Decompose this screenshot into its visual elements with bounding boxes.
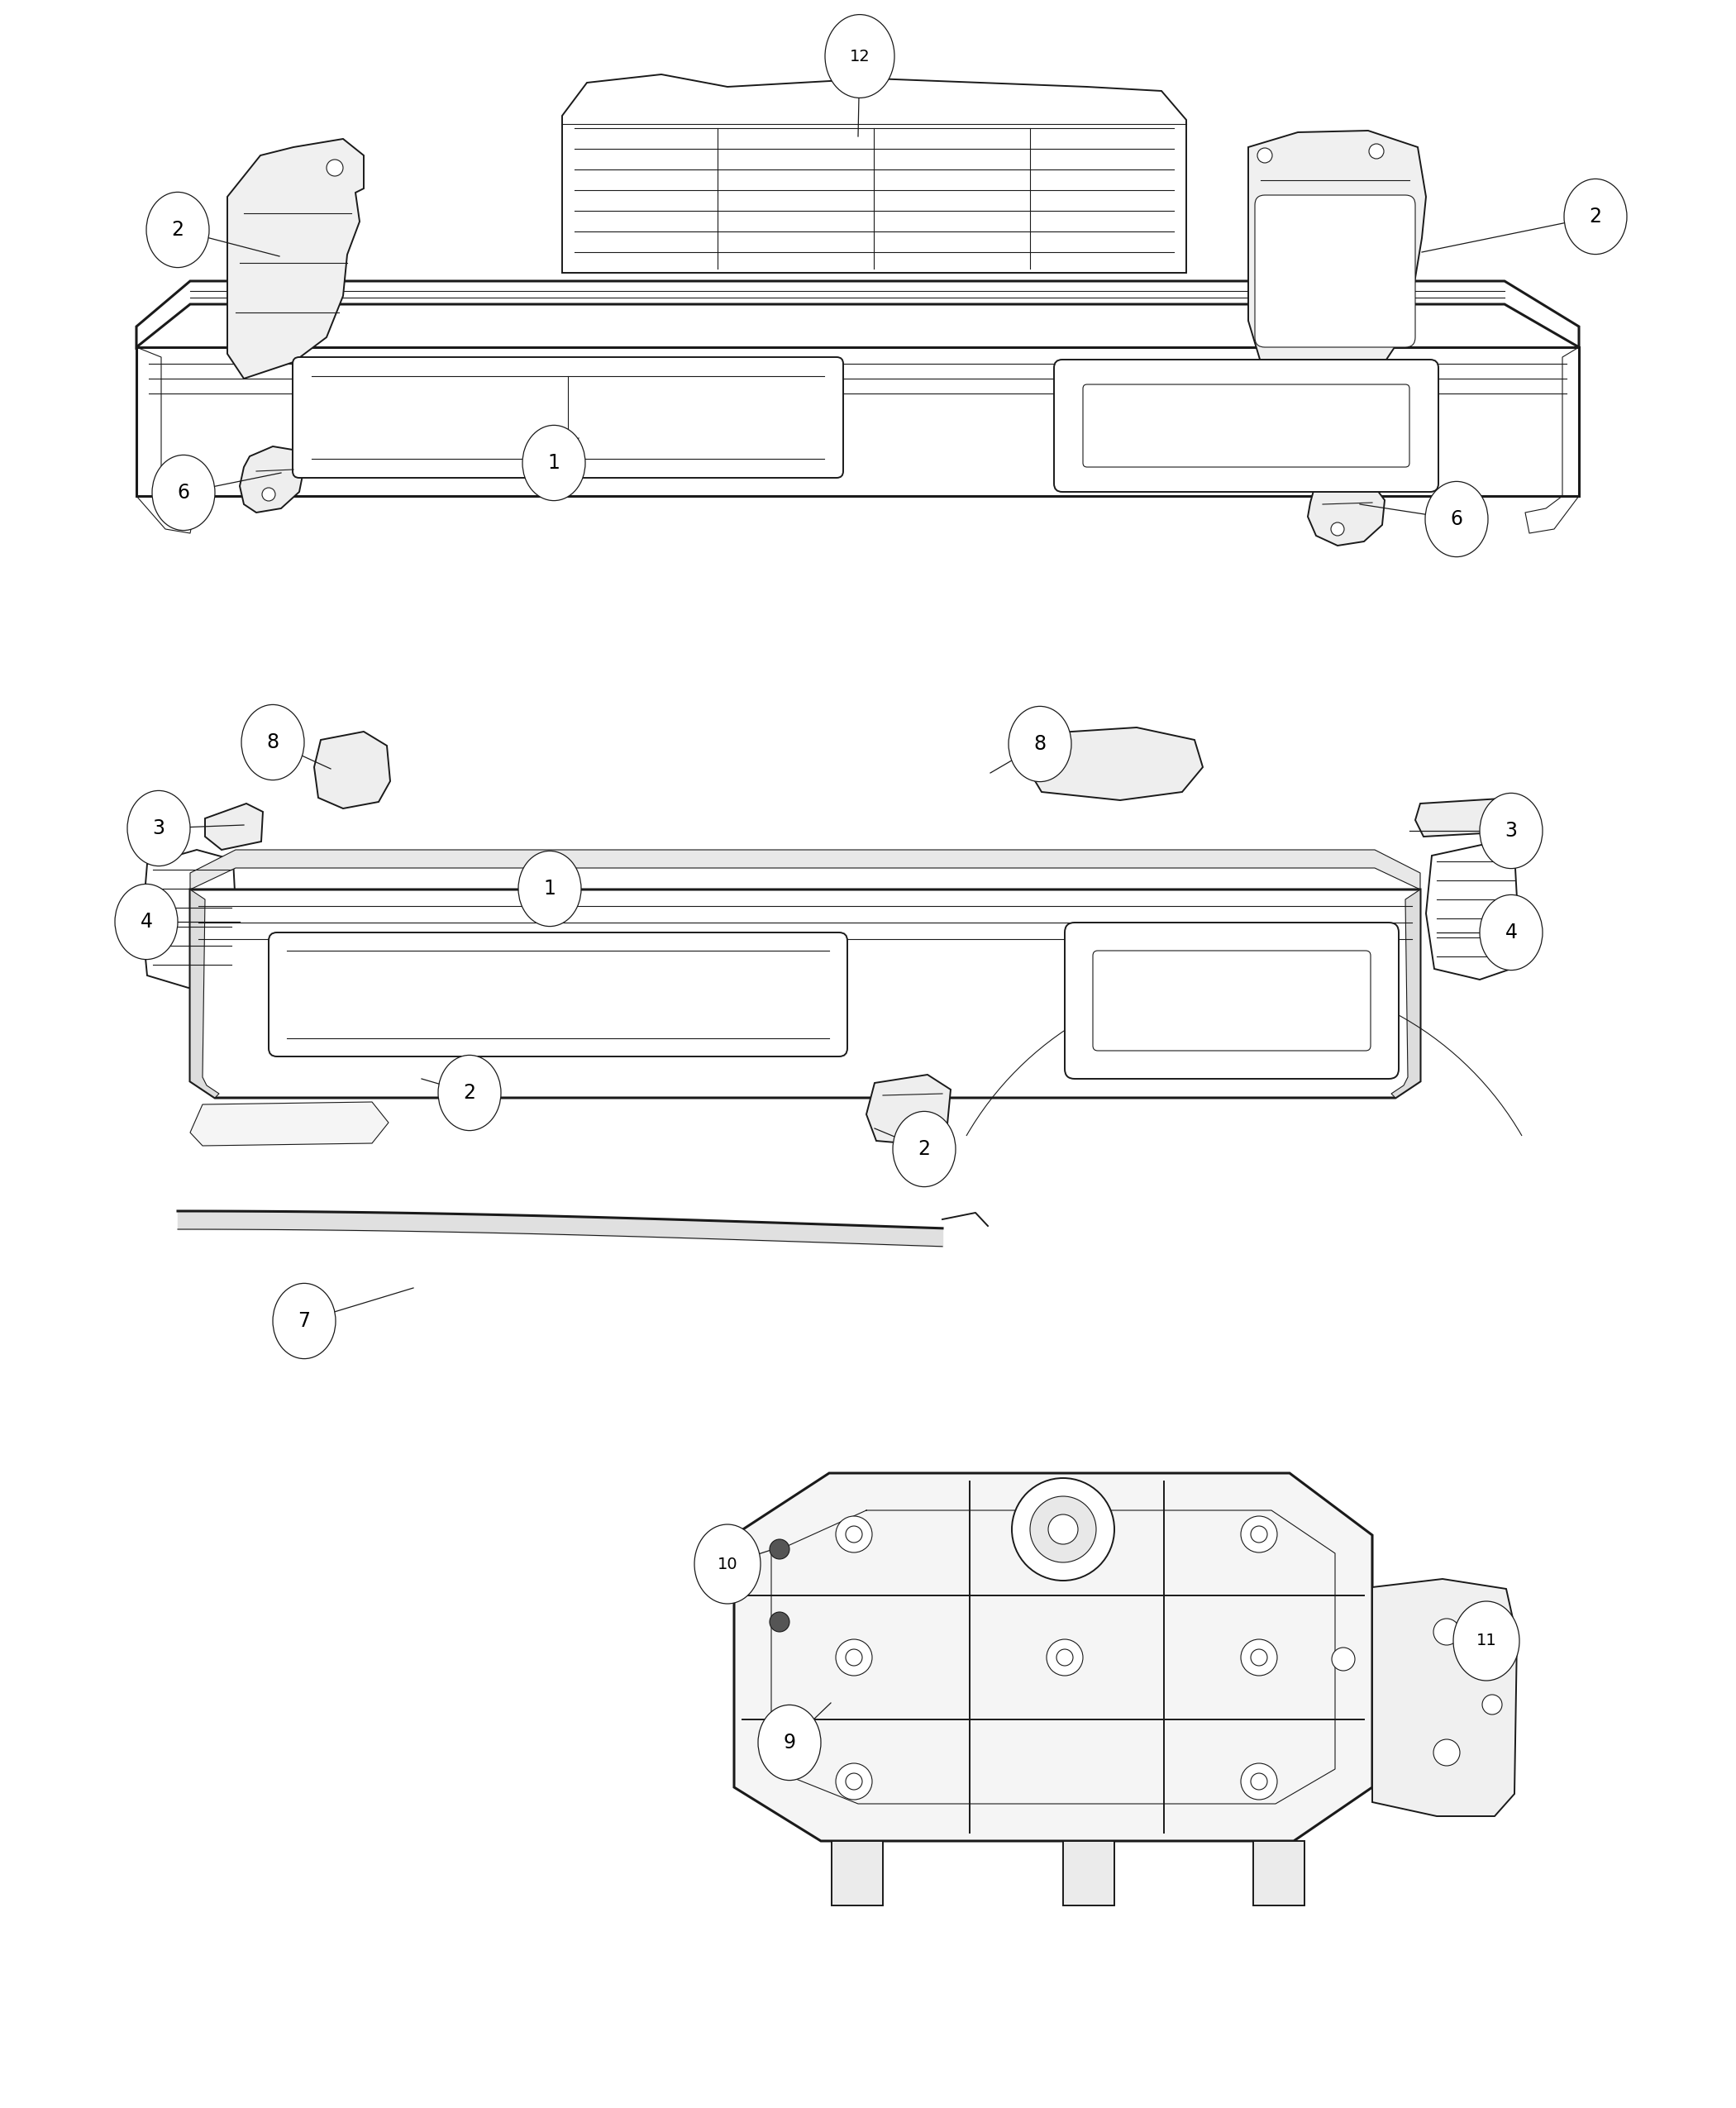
Circle shape (1049, 1514, 1078, 1545)
Text: 12: 12 (849, 48, 870, 63)
Text: 3: 3 (153, 818, 165, 839)
Text: 2: 2 (1588, 207, 1602, 226)
Polygon shape (734, 1473, 1371, 1840)
Text: 2: 2 (918, 1138, 930, 1159)
Text: 10: 10 (717, 1556, 738, 1573)
Circle shape (1241, 1762, 1278, 1800)
Circle shape (835, 1516, 871, 1551)
Polygon shape (1253, 1840, 1304, 1906)
Ellipse shape (694, 1524, 760, 1604)
Text: 2: 2 (172, 219, 184, 240)
Ellipse shape (519, 852, 582, 925)
Ellipse shape (153, 455, 215, 531)
Text: 9: 9 (783, 1733, 795, 1752)
Circle shape (1047, 1640, 1083, 1676)
Circle shape (835, 1640, 871, 1676)
FancyBboxPatch shape (293, 356, 844, 479)
Polygon shape (562, 74, 1186, 272)
Ellipse shape (1425, 481, 1488, 557)
Polygon shape (832, 1840, 884, 1906)
Circle shape (769, 1539, 790, 1560)
Circle shape (1012, 1478, 1115, 1581)
Polygon shape (1248, 131, 1425, 384)
Circle shape (845, 1648, 863, 1665)
Text: 4: 4 (1505, 923, 1517, 942)
Polygon shape (1371, 1579, 1517, 1817)
Polygon shape (137, 280, 1580, 348)
Polygon shape (1026, 727, 1203, 801)
Circle shape (1057, 1648, 1073, 1665)
Polygon shape (227, 139, 365, 379)
Polygon shape (1425, 845, 1519, 980)
Polygon shape (1307, 479, 1385, 546)
Circle shape (845, 1526, 863, 1543)
FancyBboxPatch shape (1255, 196, 1415, 348)
FancyBboxPatch shape (1083, 384, 1410, 468)
Ellipse shape (127, 790, 191, 866)
Circle shape (1250, 1526, 1267, 1543)
Circle shape (1047, 1516, 1083, 1551)
Circle shape (769, 1613, 790, 1632)
Circle shape (262, 487, 276, 502)
Ellipse shape (1479, 894, 1543, 970)
Polygon shape (314, 731, 391, 809)
FancyBboxPatch shape (1054, 360, 1439, 491)
Circle shape (1257, 148, 1272, 162)
Text: 6: 6 (1450, 510, 1463, 529)
Ellipse shape (146, 192, 208, 268)
Circle shape (845, 1773, 863, 1790)
Ellipse shape (241, 704, 304, 780)
Polygon shape (137, 348, 1580, 495)
Text: 7: 7 (299, 1311, 311, 1330)
Circle shape (1029, 1497, 1095, 1562)
Text: 11: 11 (1476, 1634, 1496, 1648)
Circle shape (1370, 143, 1384, 158)
FancyBboxPatch shape (269, 932, 847, 1056)
FancyBboxPatch shape (1064, 923, 1399, 1079)
Ellipse shape (1564, 179, 1627, 255)
Ellipse shape (115, 883, 177, 959)
Polygon shape (205, 803, 262, 850)
Ellipse shape (273, 1284, 335, 1360)
Circle shape (1057, 1526, 1073, 1543)
Circle shape (1434, 1619, 1460, 1644)
Polygon shape (191, 1102, 389, 1147)
Ellipse shape (759, 1705, 821, 1781)
Polygon shape (191, 890, 1420, 1098)
Polygon shape (191, 850, 1420, 890)
Ellipse shape (892, 1111, 955, 1187)
Text: 2: 2 (464, 1084, 476, 1102)
Circle shape (326, 160, 344, 177)
Circle shape (1250, 1648, 1267, 1665)
Polygon shape (866, 1075, 951, 1145)
FancyBboxPatch shape (1094, 951, 1371, 1050)
Ellipse shape (1453, 1602, 1519, 1680)
Text: 6: 6 (177, 483, 189, 502)
Circle shape (835, 1762, 871, 1800)
Polygon shape (1415, 797, 1531, 837)
Polygon shape (1391, 890, 1420, 1098)
Polygon shape (191, 890, 219, 1098)
Circle shape (1241, 1516, 1278, 1551)
Ellipse shape (825, 15, 894, 97)
Ellipse shape (1009, 706, 1071, 782)
Circle shape (1332, 1648, 1354, 1672)
Text: 8: 8 (1033, 734, 1047, 755)
Text: 4: 4 (141, 913, 153, 932)
Ellipse shape (523, 426, 585, 500)
Polygon shape (1062, 1840, 1115, 1906)
Circle shape (1241, 1640, 1278, 1676)
Circle shape (1434, 1739, 1460, 1767)
Ellipse shape (1479, 793, 1543, 868)
Circle shape (1332, 523, 1344, 535)
Text: 1: 1 (543, 879, 556, 898)
Ellipse shape (437, 1056, 502, 1130)
Circle shape (1250, 1773, 1267, 1790)
Text: 1: 1 (549, 453, 561, 472)
Text: 8: 8 (267, 731, 279, 753)
Text: 3: 3 (1505, 820, 1517, 841)
Polygon shape (142, 850, 238, 989)
Circle shape (1483, 1695, 1502, 1714)
Polygon shape (240, 447, 304, 512)
